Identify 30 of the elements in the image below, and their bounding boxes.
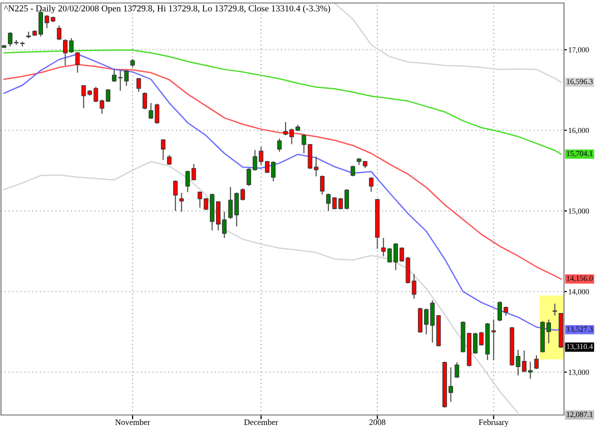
- candlestick: [160, 138, 166, 161]
- candlestick: [381, 237, 386, 257]
- line-series: [3, 49, 562, 155]
- candlestick: [75, 52, 80, 74]
- candlestick: [368, 176, 374, 192]
- candlestick: [277, 138, 282, 152]
- candlestick: [136, 77, 141, 92]
- candlestick: [302, 134, 306, 154]
- x-tick-label: February: [478, 419, 509, 427]
- candlestick: [154, 103, 160, 124]
- candlestick: [198, 191, 202, 208]
- candlestick: [320, 174, 325, 196]
- candlestick: [56, 24, 62, 41]
- x-tick-label: December: [244, 419, 278, 426]
- x-tick-label: 2008: [369, 419, 386, 426]
- candlestick: [552, 303, 558, 316]
- x-tick-label: November: [115, 419, 150, 426]
- candlestick: [173, 180, 178, 212]
- line-series: [3, 160, 519, 414]
- candlestick: [228, 186, 233, 220]
- candlestick: [454, 362, 460, 378]
- candlestick: [534, 354, 539, 370]
- candlestick: [167, 154, 172, 166]
- candlestick: [326, 193, 331, 212]
- candlestick: [106, 88, 110, 103]
- candlestick: [179, 192, 184, 212]
- chart-title: ^N225 - Daily 20/02/2008 Open 13729.8, Hi 13729.8, Lo 13729.8, Close 13310.4 (-3.3%): [4, 5, 330, 14]
- candlestick: [412, 274, 416, 300]
- candlestick: [142, 92, 148, 110]
- candlestick: [148, 102, 154, 120]
